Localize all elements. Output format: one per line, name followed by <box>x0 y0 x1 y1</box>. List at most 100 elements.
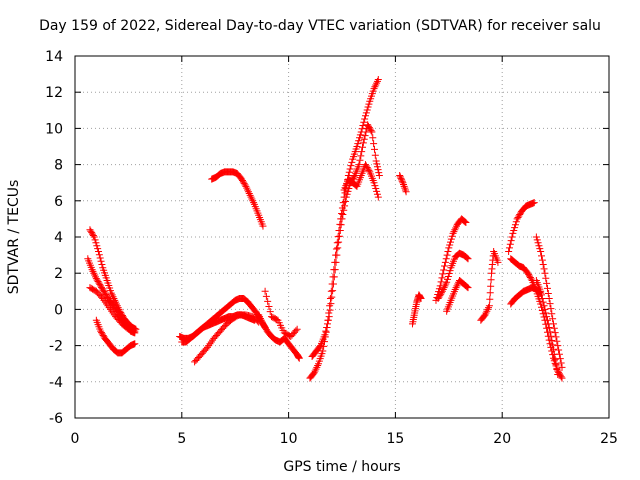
data-point <box>511 221 519 229</box>
y-tick-label: 4 <box>54 230 63 246</box>
data-point <box>316 343 324 351</box>
data-point <box>357 152 365 160</box>
data-point <box>87 227 95 235</box>
y-tick-label: 8 <box>54 158 63 174</box>
data-point <box>242 182 250 190</box>
data-point <box>441 258 449 266</box>
data-point <box>540 302 548 310</box>
data-point <box>447 235 455 243</box>
data-point <box>364 103 372 111</box>
data-point <box>370 140 378 148</box>
data-point <box>450 228 458 236</box>
x-axis-label: GPS time / hours <box>283 459 400 475</box>
data-point <box>552 360 560 368</box>
data-point <box>332 258 340 266</box>
data-point <box>243 184 251 192</box>
data-point <box>443 251 451 259</box>
data-point <box>512 218 520 226</box>
data-point <box>436 292 444 300</box>
data-point <box>486 289 494 297</box>
data-point <box>437 290 445 298</box>
data-point <box>452 222 460 230</box>
data-point <box>361 161 369 169</box>
chart-title: Day 159 of 2022, Sidereal Day-to-day VTE… <box>39 18 601 34</box>
data-point <box>98 261 106 269</box>
data-point <box>396 171 404 179</box>
data-point <box>342 193 350 201</box>
data-point <box>442 280 450 288</box>
data-point <box>96 280 104 288</box>
data-point <box>446 267 454 275</box>
data-point <box>90 233 98 241</box>
data-point <box>336 226 344 234</box>
data-point <box>550 350 558 358</box>
data-point <box>516 211 524 219</box>
data-point <box>554 371 562 379</box>
data-point <box>555 346 563 354</box>
data-point <box>256 314 264 322</box>
data-point <box>524 269 532 277</box>
data-point <box>361 115 369 123</box>
data-point <box>131 340 139 348</box>
data-point <box>96 254 104 262</box>
data-point <box>99 286 107 294</box>
data-point <box>93 276 101 284</box>
y-axis-label: SDTVAR / TECUs <box>6 180 22 295</box>
data-point <box>95 279 103 287</box>
y-tick-label: 6 <box>54 194 63 210</box>
data-point <box>108 291 116 299</box>
data-point <box>510 226 518 234</box>
data-point <box>397 174 405 182</box>
data-point <box>374 193 382 201</box>
data-point <box>546 328 554 336</box>
data-point <box>462 282 470 290</box>
data-point <box>374 166 382 174</box>
data-point <box>543 313 551 321</box>
data-point <box>543 279 551 287</box>
data-point <box>526 274 534 282</box>
data-point <box>533 236 541 244</box>
data-point <box>97 282 105 290</box>
data-point <box>95 251 103 259</box>
data-point <box>451 285 459 293</box>
data-point <box>558 374 566 382</box>
data-point <box>482 309 490 317</box>
data-point <box>238 177 246 185</box>
data-point <box>355 137 363 145</box>
data-point <box>373 187 381 195</box>
data-point <box>238 175 246 183</box>
data-point <box>265 303 273 311</box>
data-point <box>463 283 471 291</box>
data-point <box>103 292 111 300</box>
data-point <box>94 247 102 255</box>
data-point <box>548 337 556 345</box>
data-point <box>335 232 343 240</box>
data-point <box>417 295 425 303</box>
data-point <box>462 219 470 227</box>
data-point <box>398 176 406 184</box>
data-point <box>373 163 381 171</box>
data-point <box>440 266 448 274</box>
data-point <box>506 240 514 248</box>
data-point <box>365 166 373 174</box>
data-point <box>487 276 495 284</box>
data-point <box>131 327 139 335</box>
data-point <box>549 341 557 349</box>
y-tick-label: 10 <box>45 121 63 137</box>
data-point <box>555 370 563 378</box>
data-point <box>259 222 267 230</box>
data-point <box>365 100 373 108</box>
data-point <box>362 109 370 117</box>
data-point <box>443 278 451 286</box>
data-point <box>543 316 551 324</box>
x-tick-label: 5 <box>177 431 186 447</box>
data-point <box>103 293 111 301</box>
data-point <box>312 365 320 373</box>
data-point <box>552 333 560 341</box>
data-point <box>89 267 97 275</box>
data-point <box>452 224 460 232</box>
data-point <box>453 282 461 290</box>
y-tick-label: 2 <box>54 266 63 282</box>
data-point <box>261 287 269 295</box>
data-point <box>372 184 380 192</box>
